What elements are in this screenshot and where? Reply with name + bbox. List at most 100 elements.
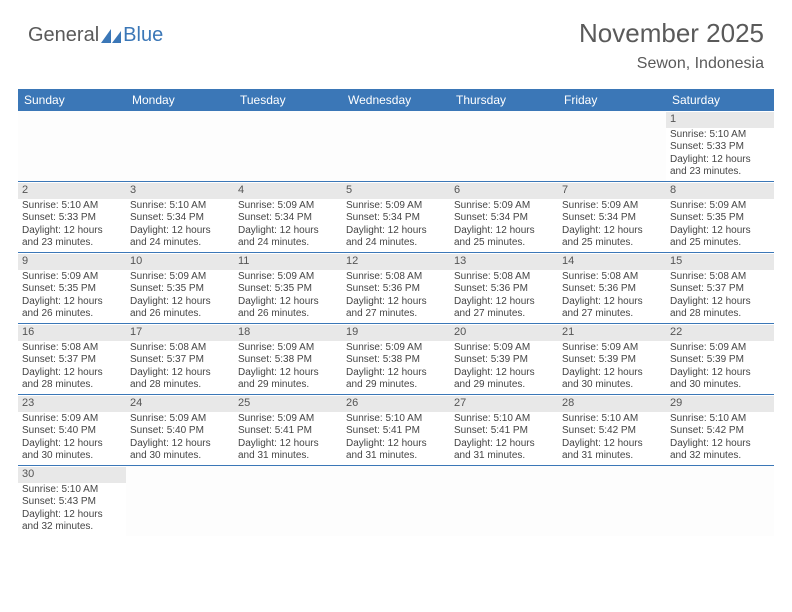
daylight-line-1: Daylight: 12 hours xyxy=(562,367,662,380)
daylight-line-2: and 30 minutes. xyxy=(22,450,122,463)
calendar: SundayMondayTuesdayWednesdayThursdayFrid… xyxy=(18,89,774,536)
day-number: 12 xyxy=(342,254,450,270)
daylight-line-1: Daylight: 12 hours xyxy=(562,225,662,238)
daylight-line-1: Daylight: 12 hours xyxy=(22,225,122,238)
day-cell: 30Sunrise: 5:10 AMSunset: 5:43 PMDayligh… xyxy=(18,466,126,536)
day-cell: 29Sunrise: 5:10 AMSunset: 5:42 PMDayligh… xyxy=(666,395,774,465)
day-cell xyxy=(558,466,666,536)
day-number: 13 xyxy=(450,254,558,270)
day-number: 28 xyxy=(558,396,666,412)
day-cell: 25Sunrise: 5:09 AMSunset: 5:41 PMDayligh… xyxy=(234,395,342,465)
weekday-label: Wednesday xyxy=(342,89,450,111)
daylight-line-2: and 29 minutes. xyxy=(346,379,446,392)
day-cell: 5Sunrise: 5:09 AMSunset: 5:34 PMDaylight… xyxy=(342,182,450,252)
daylight-line-2: and 28 minutes. xyxy=(670,308,770,321)
sunset-line: Sunset: 5:34 PM xyxy=(130,212,230,225)
day-cell xyxy=(234,111,342,181)
day-cell xyxy=(18,111,126,181)
day-cell: 12Sunrise: 5:08 AMSunset: 5:36 PMDayligh… xyxy=(342,253,450,323)
day-cell: 13Sunrise: 5:08 AMSunset: 5:36 PMDayligh… xyxy=(450,253,558,323)
day-number: 8 xyxy=(666,183,774,199)
day-cell: 6Sunrise: 5:09 AMSunset: 5:34 PMDaylight… xyxy=(450,182,558,252)
sunset-line: Sunset: 5:41 PM xyxy=(346,425,446,438)
sunset-line: Sunset: 5:33 PM xyxy=(670,141,770,154)
day-cell: 9Sunrise: 5:09 AMSunset: 5:35 PMDaylight… xyxy=(18,253,126,323)
sunrise-line: Sunrise: 5:09 AM xyxy=(454,342,554,355)
daylight-line-2: and 25 minutes. xyxy=(670,237,770,250)
daylight-line-2: and 26 minutes. xyxy=(22,308,122,321)
sunset-line: Sunset: 5:37 PM xyxy=(22,354,122,367)
sunset-line: Sunset: 5:43 PM xyxy=(22,496,122,509)
daylight-line-1: Daylight: 12 hours xyxy=(346,296,446,309)
daylight-line-1: Daylight: 12 hours xyxy=(670,225,770,238)
sunset-line: Sunset: 5:39 PM xyxy=(454,354,554,367)
day-number: 24 xyxy=(126,396,234,412)
sunset-line: Sunset: 5:34 PM xyxy=(562,212,662,225)
daylight-line-2: and 26 minutes. xyxy=(238,308,338,321)
day-number: 11 xyxy=(234,254,342,270)
sunrise-line: Sunrise: 5:10 AM xyxy=(22,484,122,497)
day-cell: 26Sunrise: 5:10 AMSunset: 5:41 PMDayligh… xyxy=(342,395,450,465)
day-cell: 3Sunrise: 5:10 AMSunset: 5:34 PMDaylight… xyxy=(126,182,234,252)
sunset-line: Sunset: 5:41 PM xyxy=(454,425,554,438)
day-number: 18 xyxy=(234,325,342,341)
sunset-line: Sunset: 5:36 PM xyxy=(454,283,554,296)
sunrise-line: Sunrise: 5:10 AM xyxy=(670,413,770,426)
day-cell: 22Sunrise: 5:09 AMSunset: 5:39 PMDayligh… xyxy=(666,324,774,394)
daylight-line-2: and 28 minutes. xyxy=(22,379,122,392)
sunrise-line: Sunrise: 5:09 AM xyxy=(346,342,446,355)
logo: General Blue xyxy=(28,24,163,47)
daylight-line-1: Daylight: 12 hours xyxy=(670,296,770,309)
day-number: 17 xyxy=(126,325,234,341)
daylight-line-2: and 28 minutes. xyxy=(130,379,230,392)
daylight-line-2: and 31 minutes. xyxy=(346,450,446,463)
daylight-line-1: Daylight: 12 hours xyxy=(238,296,338,309)
daylight-line-2: and 23 minutes. xyxy=(22,237,122,250)
daylight-line-1: Daylight: 12 hours xyxy=(454,225,554,238)
daylight-line-2: and 24 minutes. xyxy=(130,237,230,250)
sunrise-line: Sunrise: 5:09 AM xyxy=(238,342,338,355)
sunset-line: Sunset: 5:35 PM xyxy=(22,283,122,296)
daylight-line-2: and 30 minutes. xyxy=(670,379,770,392)
week-row: 23Sunrise: 5:09 AMSunset: 5:40 PMDayligh… xyxy=(18,395,774,466)
logo-text-general: General xyxy=(28,24,99,47)
sunrise-line: Sunrise: 5:08 AM xyxy=(130,342,230,355)
daylight-line-1: Daylight: 12 hours xyxy=(454,296,554,309)
day-cell: 2Sunrise: 5:10 AMSunset: 5:33 PMDaylight… xyxy=(18,182,126,252)
daylight-line-1: Daylight: 12 hours xyxy=(130,225,230,238)
weekday-label: Sunday xyxy=(18,89,126,111)
daylight-line-2: and 24 minutes. xyxy=(238,237,338,250)
daylight-line-1: Daylight: 12 hours xyxy=(670,367,770,380)
sunrise-line: Sunrise: 5:09 AM xyxy=(670,200,770,213)
weeks-container: 1 Sunrise: 5:10 AM Sunset: 5:33 PM Daylight… xyxy=(18,111,774,536)
daylight-line-2: and 30 minutes. xyxy=(562,379,662,392)
day-cell xyxy=(126,466,234,536)
daylight-line-1: Daylight: 12 hours xyxy=(130,438,230,451)
day-number: 5 xyxy=(342,183,450,199)
sunrise-line: Sunrise: 5:09 AM xyxy=(130,271,230,284)
day-number: 21 xyxy=(558,325,666,341)
sunrise-line: Sunrise: 5:10 AM xyxy=(454,413,554,426)
day-cell: 20Sunrise: 5:09 AMSunset: 5:39 PMDayligh… xyxy=(450,324,558,394)
daylight-line-1: Daylight: 12 hours xyxy=(22,296,122,309)
sunset-line: Sunset: 5:34 PM xyxy=(346,212,446,225)
daylight-line-2: and 25 minutes. xyxy=(454,237,554,250)
sunrise-line: Sunrise: 5:09 AM xyxy=(238,271,338,284)
daylight-line-1: Daylight: 12 hours xyxy=(562,296,662,309)
daylight-line-2: and 31 minutes. xyxy=(454,450,554,463)
sunset-line: Sunset: 5:36 PM xyxy=(562,283,662,296)
day-number: 3 xyxy=(126,183,234,199)
sunrise-line: Sunrise: 5:09 AM xyxy=(346,200,446,213)
sunrise-line: Sunrise: 5:10 AM xyxy=(130,200,230,213)
sunrise-line: Sunrise: 5:09 AM xyxy=(22,413,122,426)
day-number: 1 xyxy=(666,112,774,128)
weekday-header: SundayMondayTuesdayWednesdayThursdayFrid… xyxy=(18,89,774,111)
day-cell xyxy=(450,466,558,536)
day-number: 30 xyxy=(18,467,126,483)
daylight-line-2: and 31 minutes. xyxy=(562,450,662,463)
day-cell: 7Sunrise: 5:09 AMSunset: 5:34 PMDaylight… xyxy=(558,182,666,252)
daylight-line-1: Daylight: 12 hours xyxy=(346,367,446,380)
day-cell: 11Sunrise: 5:09 AMSunset: 5:35 PMDayligh… xyxy=(234,253,342,323)
day-number: 9 xyxy=(18,254,126,270)
day-number: 15 xyxy=(666,254,774,270)
